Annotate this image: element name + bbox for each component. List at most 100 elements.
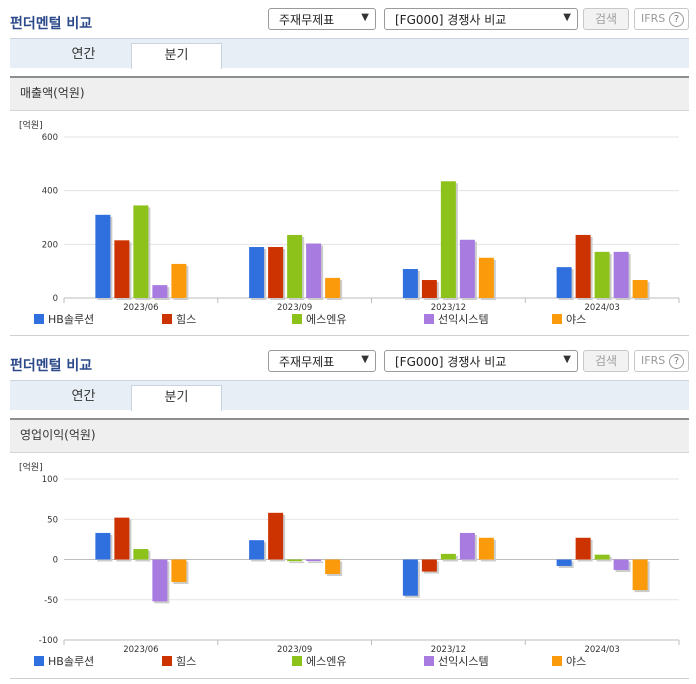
bar [459, 532, 475, 560]
bar [556, 267, 572, 298]
chart-container: 매출액(억원) [억원] 0 200 400 600 2023/06 2023/09 2023… [10, 76, 689, 336]
tab-quarterly[interactable]: 분기 [131, 43, 222, 69]
legend-label: HB솔루션 [48, 313, 94, 326]
legend-swatch [34, 656, 44, 666]
chevron-down-icon: ▼ [563, 12, 571, 23]
y-tick-label: -50 [44, 596, 58, 606]
y-tick-label: 600 [42, 133, 58, 143]
x-tick-label: 2023/09 [277, 303, 312, 313]
y-axis-unit: [억원] [19, 119, 43, 131]
operating-profit-bar-chart: [억원] -100 -50 0 50 100 2023/06 2023/09 2023/12 20… [19, 461, 680, 668]
legend-label: 선익시스템 [438, 655, 489, 668]
bar [287, 559, 303, 562]
x-tick-label: 2023/12 [431, 645, 466, 655]
y-axis-unit: [억원] [19, 461, 43, 473]
period-tabs: 연간 분기 [10, 380, 689, 411]
legend-label: 힘스 [176, 313, 196, 326]
bar [133, 549, 149, 560]
bar [306, 243, 322, 298]
chevron-down-icon: ▼ [361, 12, 369, 23]
statement-select-value: 주재무제표 [279, 355, 335, 369]
statement-select[interactable]: 주재무제표 ▼ [268, 350, 376, 372]
bar [632, 280, 648, 298]
bar [459, 239, 475, 298]
ifrs-button[interactable]: IFRS ? [634, 8, 689, 30]
bar [95, 214, 111, 298]
bar [402, 269, 418, 298]
divider [10, 678, 689, 679]
y-tick-label: 400 [42, 187, 58, 197]
bar [268, 512, 284, 560]
bar [556, 559, 572, 566]
compare-select[interactable]: [FG000] 경쟁사 비교 ▼ [384, 8, 578, 30]
bar [575, 234, 591, 298]
search-button[interactable]: 검색 [583, 350, 629, 372]
bar [287, 234, 303, 298]
search-button[interactable]: 검색 [583, 8, 629, 30]
statement-select[interactable]: 주재무제표 ▼ [268, 8, 376, 30]
legend-label: 에스엔유 [306, 655, 346, 668]
legend-swatch [424, 656, 434, 666]
bar [152, 285, 168, 298]
bar [613, 559, 629, 570]
legend-label: 에스엔유 [306, 313, 346, 326]
y-tick-label: 0 [53, 294, 58, 304]
panel-title: 펀더멘털 비교 [10, 16, 93, 32]
bar [478, 257, 494, 298]
bar [114, 240, 130, 298]
revenue-bar-chart: [억원] 0 200 400 600 2023/06 2023/09 2023/12 2024/… [19, 119, 680, 326]
y-tick-label: 50 [47, 515, 58, 525]
legend-swatch [424, 314, 434, 324]
compare-select-value: [FG000] 경쟁사 비교 [395, 355, 507, 369]
x-tick-label: 2023/06 [123, 645, 158, 655]
legend-label: HB솔루션 [48, 655, 94, 668]
bar [325, 559, 341, 574]
bar [402, 559, 418, 596]
bar [594, 251, 610, 298]
divider [10, 335, 689, 336]
legend-swatch [34, 314, 44, 324]
bar-shadow [289, 561, 305, 564]
bar [421, 559, 437, 572]
tab-annual[interactable]: 연간 [71, 389, 96, 404]
help-icon[interactable]: ? [669, 354, 684, 369]
x-tick-label: 2024/03 [584, 645, 619, 655]
bar [268, 247, 284, 298]
help-icon[interactable]: ? [669, 12, 684, 27]
bar [95, 532, 111, 560]
legend-label: 야스 [566, 313, 586, 326]
panel-title: 펀더멘털 비교 [10, 358, 93, 374]
legend-swatch [292, 656, 302, 666]
bar [249, 247, 265, 298]
tab-annual[interactable]: 연간 [71, 47, 96, 62]
chevron-down-icon: ▼ [361, 354, 369, 365]
y-tick-label: 100 [42, 475, 58, 485]
compare-select[interactable]: [FG000] 경쟁사 비교 ▼ [384, 350, 578, 372]
y-tick-label: 0 [53, 556, 58, 566]
bar [325, 277, 341, 298]
chart-heading: 영업이익(억원) [10, 420, 689, 453]
period-tabs: 연간 분기 [10, 38, 689, 69]
bar [133, 205, 149, 298]
x-tick-label: 2024/03 [584, 303, 619, 313]
bar [478, 537, 494, 560]
x-tick-label: 2023/06 [123, 303, 158, 313]
chart-heading: 매출액(억원) [10, 78, 689, 111]
legend-label: 선익시스템 [438, 313, 489, 326]
fundamental-panel-operating-profit: 펀더멘털 비교 주재무제표 ▼ [FG000] 경쟁사 비교 ▼ 검색 IFRS… [0, 342, 696, 668]
tab-quarterly[interactable]: 분기 [131, 385, 222, 411]
statement-select-value: 주재무제표 [279, 13, 335, 27]
y-tick-label: -100 [39, 636, 58, 646]
ifrs-button[interactable]: IFRS ? [634, 350, 689, 372]
ifrs-label: IFRS [641, 354, 666, 367]
x-tick-label: 2023/12 [431, 303, 466, 313]
chart-container: 영업이익(억원) [억원] -100 -50 0 50 100 2023/06 2023/09… [10, 418, 689, 678]
legend-swatch [162, 314, 172, 324]
bar [421, 280, 437, 298]
fundamental-panel-revenue: 펀더멘털 비교 주재무제표 ▼ [FG000] 경쟁사 비교 ▼ 검색 IFRS… [0, 0, 696, 326]
bar [440, 553, 456, 560]
bar [440, 181, 456, 298]
bar-shadow [308, 561, 324, 564]
compare-select-value: [FG000] 경쟁사 비교 [395, 13, 507, 27]
bar [114, 517, 130, 560]
